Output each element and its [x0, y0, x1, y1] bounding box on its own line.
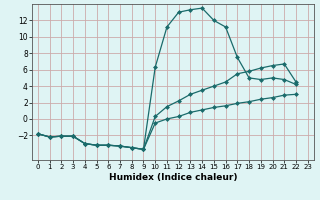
X-axis label: Humidex (Indice chaleur): Humidex (Indice chaleur)	[108, 173, 237, 182]
